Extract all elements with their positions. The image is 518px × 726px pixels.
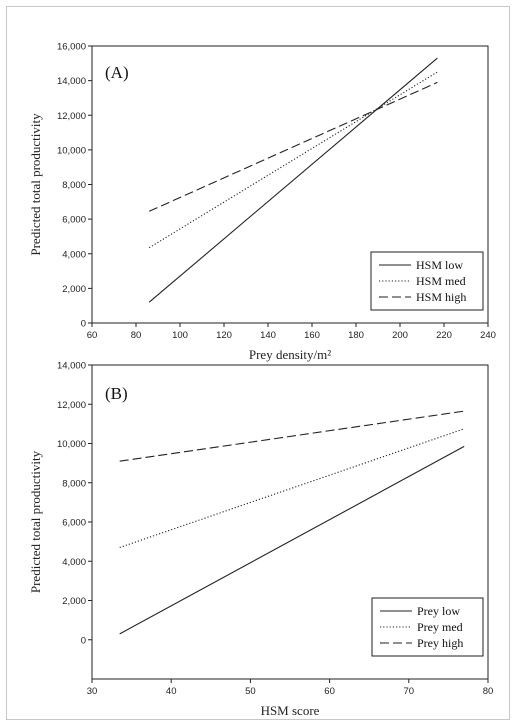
legend-label: Prey high [417,636,463,650]
x-tick-label: 220 [436,330,452,341]
legend-label: Prey low [417,604,460,618]
legend-label: HSM high [416,290,466,304]
x-tick-label: 120 [216,330,232,341]
series-line [148,81,438,212]
x-tick-label: 60 [87,330,98,341]
series-line [119,445,465,635]
series-line [119,410,465,462]
series-line [148,71,438,249]
y-tick-label: 0 [81,319,86,330]
legend: Prey low Prey med Prey high [371,597,484,657]
y-tick-label: 14,000 [57,76,86,87]
x-tick-label: 70 [404,686,415,697]
y-tick-label: 2,000 [62,284,86,295]
x-tick-label: 100 [172,330,188,341]
y-tick-label: 10,000 [57,439,86,450]
series-line [119,428,465,549]
x-tick-label: 60 [324,686,335,697]
x-tick-label: 40 [166,686,177,697]
chart-panel-a: 60 80 100 120 140 160 180 200 220 240 0 2,000 4,000 6… [28,42,496,363]
x-tick-label: 30 [87,686,98,697]
y-tick-label: 2,000 [62,596,86,607]
x-tick-label: 180 [348,330,364,341]
x-tick-label: 160 [304,330,320,341]
x-tick-label: 80 [483,686,494,697]
x-axis-label: HSM score [261,703,320,718]
panel-label: (B) [105,384,128,403]
legend-label: HSM low [416,258,463,272]
y-tick-label: 6,000 [62,215,86,226]
y-axis-label: Predicted total productivity [28,113,43,256]
figure-frame [6,6,510,720]
x-tick-label: 80 [131,330,142,341]
x-axis-label: Prey density/m² [249,347,331,362]
y-tick-label: 6,000 [62,518,86,529]
x-tick-label: 240 [480,330,496,341]
series-line [148,57,438,303]
chart-panel-b: 30 40 50 60 70 80 0 2,000 4,000 6,000 8,000 10,000 1… [28,361,493,719]
panel-label: (A) [105,63,129,82]
y-axis-label: Predicted total productivity [28,450,43,593]
y-tick-label: 10,000 [57,145,86,156]
y-tick-label: 16,000 [57,42,86,53]
legend-label: Prey med [417,620,463,634]
y-tick-label: 4,000 [62,249,86,260]
y-tick-label: 0 [81,635,86,646]
y-tick-label: 4,000 [62,557,86,568]
x-tick-label: 50 [245,686,256,697]
legend-label: HSM med [416,274,466,288]
y-tick-label: 12,000 [57,111,86,122]
y-tick-label: 14,000 [57,361,86,372]
y-tick-label: 8,000 [62,180,86,191]
y-tick-label: 12,000 [57,400,86,411]
y-tick-label: 8,000 [62,478,86,489]
legend: HSM low HSM med HSM high [370,251,484,311]
x-tick-label: 140 [260,330,276,341]
x-tick-label: 200 [392,330,408,341]
